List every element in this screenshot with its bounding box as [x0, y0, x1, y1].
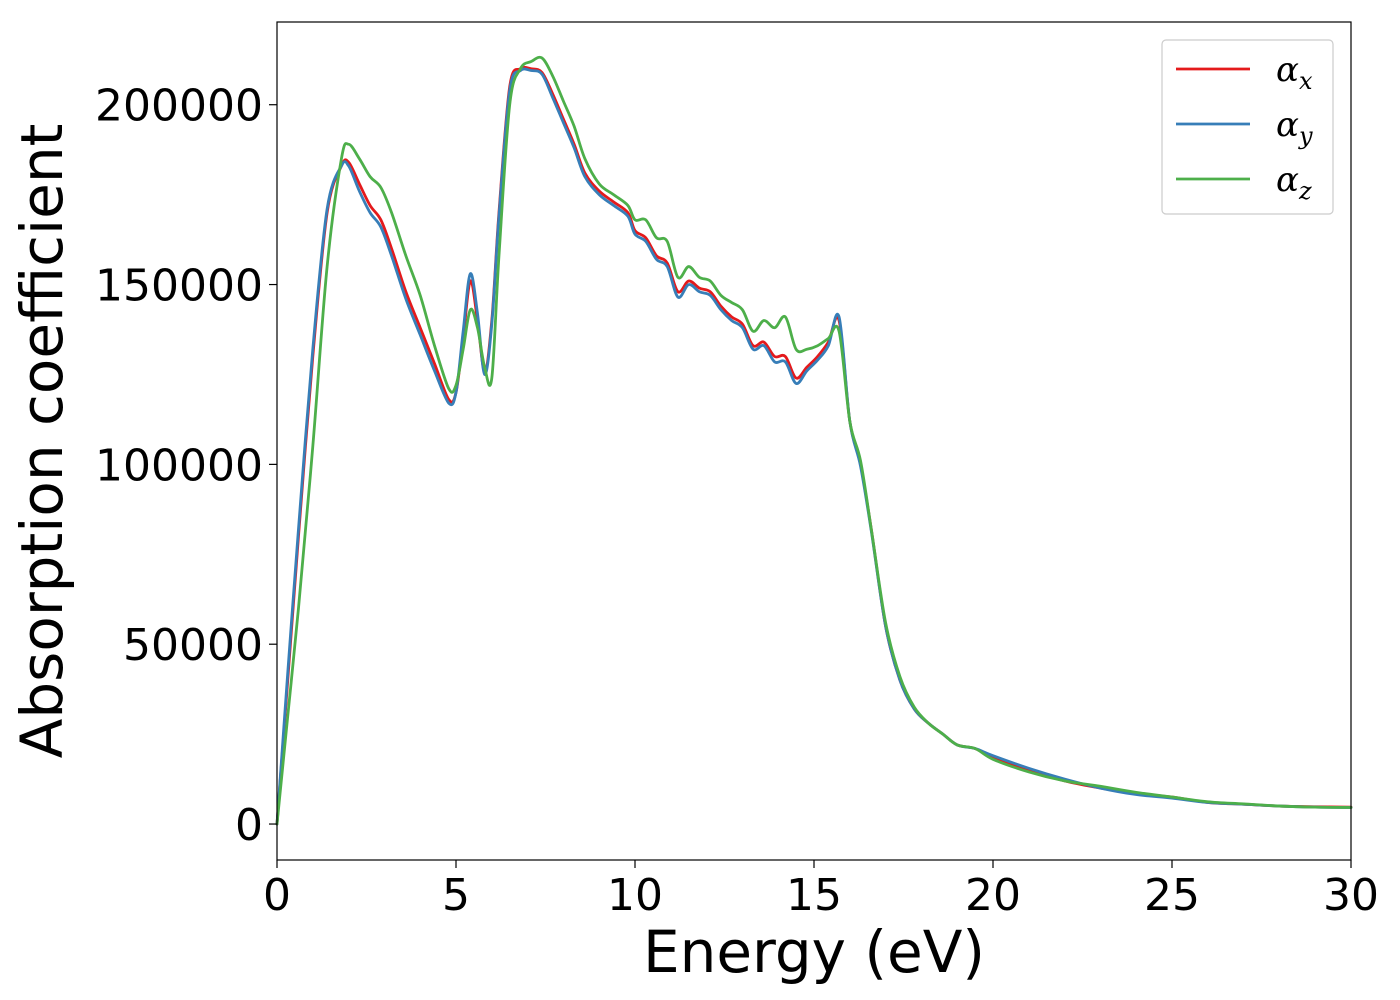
- y-tick-label: 150000: [95, 261, 263, 312]
- y-tick-label: 100000: [95, 440, 263, 491]
- x-tick-label: 30: [1323, 870, 1379, 921]
- x-axis-label: Energy (eV): [643, 918, 985, 986]
- y-tick-label: 50000: [123, 620, 263, 671]
- y-axis: 0 50000 100000 150000 200000: [95, 81, 277, 851]
- y-tick-label: 0: [235, 800, 263, 851]
- y-tick-label: 200000: [95, 81, 263, 132]
- x-tick-label: 5: [442, 870, 470, 921]
- x-axis: 0 5 10 15 20 25 30: [263, 860, 1379, 921]
- x-tick-label: 20: [965, 870, 1021, 921]
- y-axis-label: Absorption coefficient: [8, 124, 76, 759]
- x-tick-label: 0: [263, 870, 291, 921]
- x-tick-label: 25: [1144, 870, 1200, 921]
- x-tick-label: 15: [786, 870, 842, 921]
- x-tick-label: 10: [607, 870, 663, 921]
